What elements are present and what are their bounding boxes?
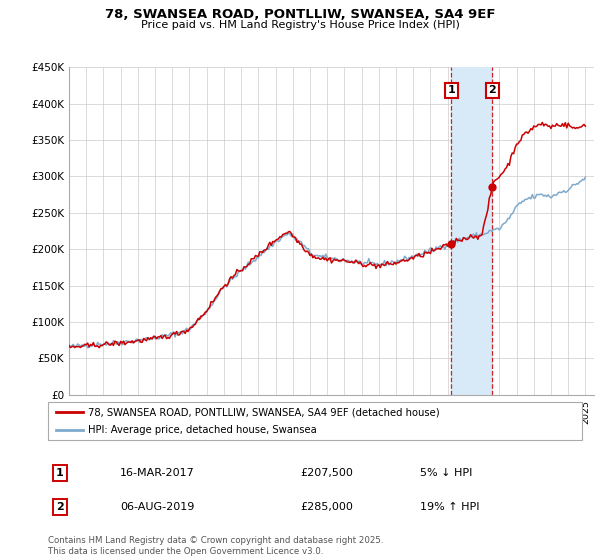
- Text: 1: 1: [448, 86, 455, 96]
- Text: 19% ↑ HPI: 19% ↑ HPI: [420, 502, 479, 512]
- Text: 5% ↓ HPI: 5% ↓ HPI: [420, 468, 472, 478]
- Text: 2: 2: [488, 86, 496, 96]
- Text: 16-MAR-2017: 16-MAR-2017: [120, 468, 195, 478]
- FancyBboxPatch shape: [48, 402, 582, 440]
- Text: Price paid vs. HM Land Registry's House Price Index (HPI): Price paid vs. HM Land Registry's House …: [140, 20, 460, 30]
- Text: £207,500: £207,500: [300, 468, 353, 478]
- Text: 78, SWANSEA ROAD, PONTLLIW, SWANSEA, SA4 9EF (detached house): 78, SWANSEA ROAD, PONTLLIW, SWANSEA, SA4…: [88, 407, 440, 417]
- Text: £285,000: £285,000: [300, 502, 353, 512]
- Bar: [451, 67, 492, 395]
- Text: HPI: Average price, detached house, Swansea: HPI: Average price, detached house, Swan…: [88, 425, 317, 435]
- Text: 78, SWANSEA ROAD, PONTLLIW, SWANSEA, SA4 9EF: 78, SWANSEA ROAD, PONTLLIW, SWANSEA, SA4…: [105, 8, 495, 21]
- Text: 06-AUG-2019: 06-AUG-2019: [120, 502, 194, 512]
- Text: 1: 1: [56, 468, 64, 478]
- Text: Contains HM Land Registry data © Crown copyright and database right 2025.
This d: Contains HM Land Registry data © Crown c…: [48, 536, 383, 556]
- Text: 2: 2: [56, 502, 64, 512]
